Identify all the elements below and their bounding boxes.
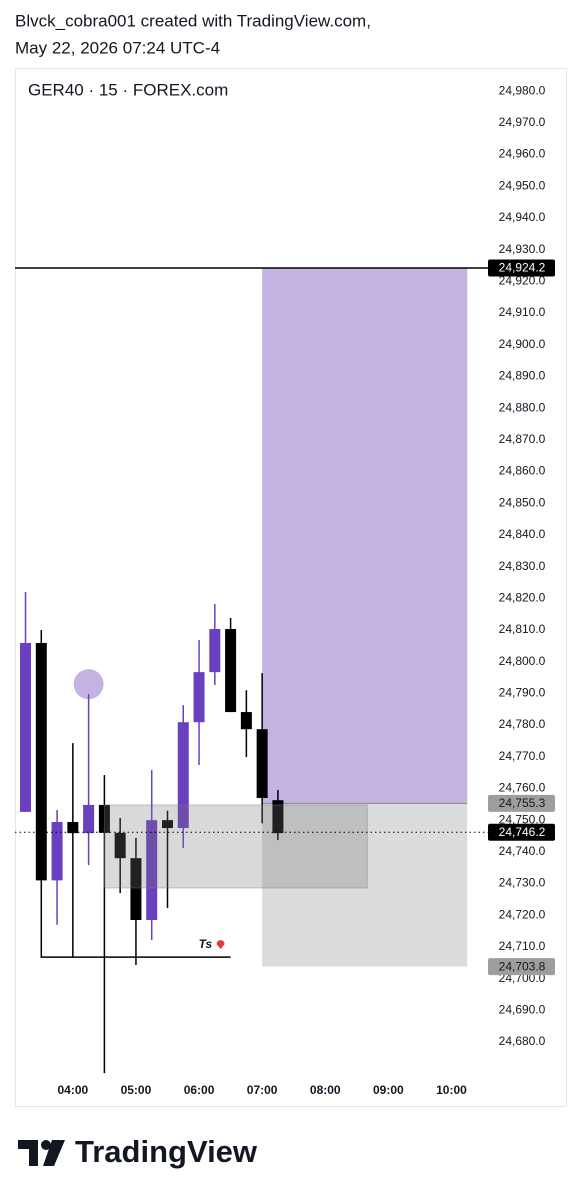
y-tick-label: 24,920.0 bbox=[499, 273, 546, 287]
y-tick-label: 24,710.0 bbox=[499, 939, 546, 953]
candle-body bbox=[67, 822, 79, 834]
y-tick-label: 24,870.0 bbox=[499, 432, 546, 446]
x-tick-label: 09:00 bbox=[373, 1083, 404, 1097]
y-tick-label: 24,830.0 bbox=[499, 559, 546, 573]
candle-body bbox=[161, 820, 173, 829]
price-tag-label: 24,703.8 bbox=[499, 959, 546, 973]
y-tick-label: 24,840.0 bbox=[499, 527, 546, 541]
candle-body bbox=[177, 722, 189, 829]
y-tick-label: 24,720.0 bbox=[499, 907, 546, 921]
candle-body bbox=[114, 832, 126, 859]
brand: TradingView bbox=[75, 1134, 258, 1169]
x-tick-label: 04:00 bbox=[57, 1083, 88, 1097]
candle-body bbox=[20, 642, 32, 812]
y-tick-label: 24,770.0 bbox=[499, 749, 546, 763]
candle-body bbox=[240, 712, 252, 730]
candle-body bbox=[51, 822, 63, 881]
candle-body bbox=[193, 672, 205, 723]
candle-body bbox=[83, 804, 95, 834]
y-tick-label: 24,820.0 bbox=[499, 590, 546, 604]
candle-body bbox=[130, 858, 142, 920]
y-tick-label: 24,900.0 bbox=[499, 337, 546, 351]
y-tick-label: 24,980.0 bbox=[499, 83, 546, 97]
y-tick-label: 24,800.0 bbox=[499, 654, 546, 668]
y-tick-label: 24,810.0 bbox=[499, 622, 546, 636]
logo bbox=[18, 1140, 65, 1166]
note-text: Ts bbox=[199, 937, 213, 951]
y-tick-label: 24,850.0 bbox=[499, 495, 546, 509]
y-tick-label: 24,940.0 bbox=[499, 210, 546, 224]
y-tick-label: 24,860.0 bbox=[499, 464, 546, 478]
price-tag bbox=[488, 823, 555, 841]
y-tick-label: 24,680.0 bbox=[499, 1034, 546, 1048]
zone-rectangle bbox=[103, 804, 368, 889]
candle-body bbox=[225, 629, 237, 713]
y-tick-label: 24,880.0 bbox=[499, 400, 546, 414]
y-tick-label: 24,780.0 bbox=[499, 717, 546, 731]
y-tick-label: 24,740.0 bbox=[499, 844, 546, 858]
note-line bbox=[40, 880, 231, 958]
x-tick-label: 08:00 bbox=[310, 1083, 341, 1097]
y-tick-label: 24,930.0 bbox=[499, 242, 546, 256]
candle-body bbox=[98, 804, 110, 833]
x-tick-label: 05:00 bbox=[121, 1083, 152, 1097]
profit-zone bbox=[262, 268, 468, 804]
y-tick-label: 24,950.0 bbox=[499, 178, 546, 192]
x-tick-label: 10:00 bbox=[436, 1083, 467, 1097]
candle-body bbox=[256, 729, 268, 798]
y-tick-label: 24,730.0 bbox=[499, 876, 546, 890]
x-tick-label: 07:00 bbox=[247, 1083, 278, 1097]
pin-icon bbox=[216, 940, 225, 950]
marker bbox=[73, 669, 104, 700]
candle-body bbox=[209, 629, 221, 673]
y-tick-label: 24,690.0 bbox=[499, 1002, 546, 1016]
price-tag-label: 24,746.2 bbox=[499, 825, 546, 839]
candle-body bbox=[35, 642, 47, 881]
y-tick-label: 24,790.0 bbox=[499, 686, 546, 700]
price-tag-label: 24,755.3 bbox=[499, 796, 546, 810]
chart-title: GER40 · 15 · FOREX.com bbox=[28, 80, 228, 99]
price-tag bbox=[488, 794, 555, 812]
y-tick-label: 24,760.0 bbox=[499, 781, 546, 795]
header-line: May 22, 2026 07:24 UTC-4 bbox=[15, 38, 220, 57]
y-tick-label: 24,970.0 bbox=[499, 115, 546, 129]
plot: Ts24,680.024,690.024,700.024,710.024,720… bbox=[15, 83, 555, 1097]
price-tag bbox=[488, 958, 555, 976]
y-tick-label: 24,910.0 bbox=[499, 305, 546, 319]
y-tick-label: 24,890.0 bbox=[499, 369, 546, 383]
candle-body bbox=[146, 820, 158, 920]
header-line: Blvck_cobra001 created with TradingView.… bbox=[15, 11, 371, 30]
x-tick-label: 06:00 bbox=[184, 1083, 215, 1097]
y-tick-label: 24,750.0 bbox=[499, 812, 546, 826]
price-tag-label: 24,924.2 bbox=[499, 261, 546, 275]
loss-zone bbox=[262, 803, 468, 967]
price-tag bbox=[488, 259, 555, 277]
candle-body bbox=[272, 800, 284, 834]
y-tick-label: 24,960.0 bbox=[499, 147, 546, 161]
